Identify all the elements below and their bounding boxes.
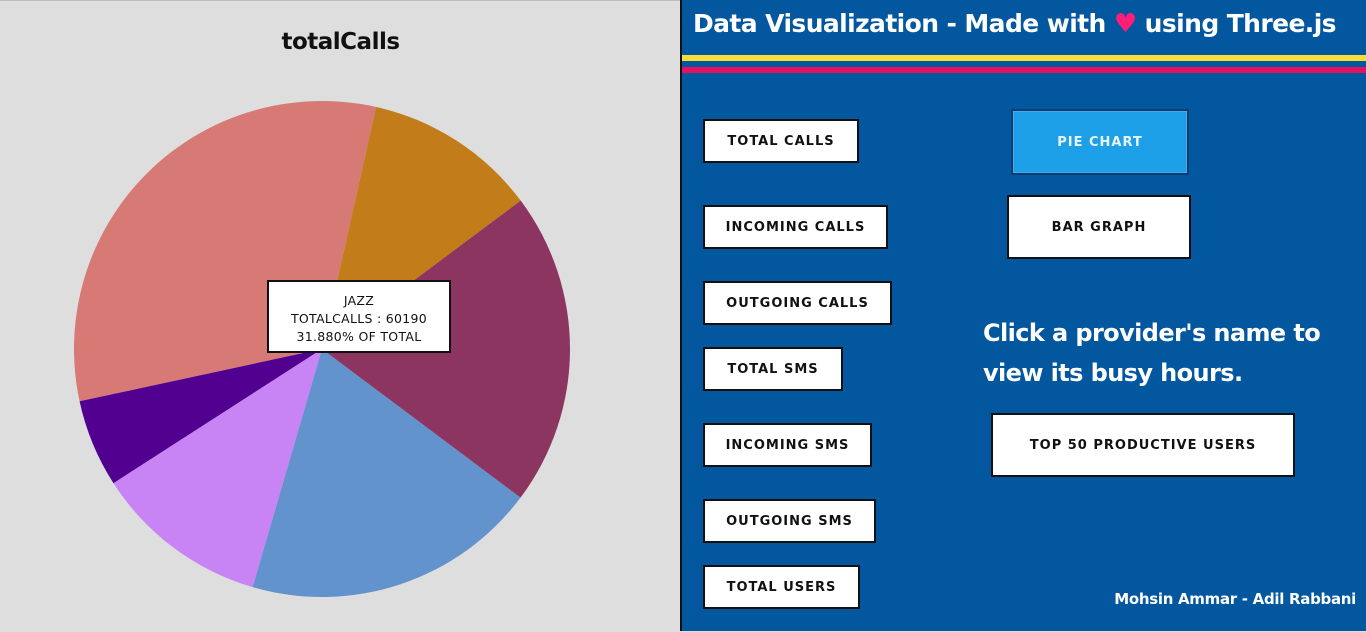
instruction-text: Click a provider's name to view its busy… <box>983 319 1321 387</box>
outgoing-sms-button[interactable]: Outgoing SMS <box>703 499 876 543</box>
chart-panel: totalCalls JAZZ TOTALCALLS : 60190 31.88… <box>0 0 681 631</box>
control-panel: Data Visualization - Made with ♥ using T… <box>682 0 1366 631</box>
outgoing-calls-button[interactable]: Outgoing Calls <box>703 281 892 325</box>
pie-slice[interactable] <box>252 349 521 597</box>
pie-slice[interactable] <box>79 349 322 484</box>
yellow-stripe <box>682 55 1366 61</box>
bar-graph-button[interactable]: Bar Graph <box>1007 195 1191 259</box>
tooltip-value: TOTALCALLS : 60190 <box>290 311 428 326</box>
chart-tooltip: JAZZ TOTALCALLS : 60190 31.880% OF TOTAL <box>267 280 451 353</box>
tooltip-percent: 31.880% OF TOTAL <box>296 329 422 344</box>
heart-icon: ♥ <box>1113 9 1137 39</box>
chart-title: totalCalls <box>281 29 400 55</box>
title-text-before: Data Visualization - Made with <box>693 9 1106 38</box>
pink-stripe <box>682 67 1366 73</box>
total-sms-button[interactable]: Total SMS <box>703 347 843 391</box>
top-users-button[interactable]: Top 50 Productive Users <box>991 413 1295 477</box>
pie-slice[interactable] <box>113 349 322 588</box>
page-title: Data Visualization - Made with ♥ using T… <box>693 9 1337 39</box>
incoming-sms-button[interactable]: Incoming SMS <box>703 423 872 467</box>
panel-divider <box>680 0 682 631</box>
credits: Mohsin Ammar - Adil Rabbani <box>1114 590 1356 608</box>
total-users-button[interactable]: Total Users <box>703 565 860 609</box>
total-calls-button[interactable]: Total Calls <box>703 119 859 163</box>
incoming-calls-button[interactable]: Incoming Calls <box>703 205 888 249</box>
pie-chart-button[interactable]: Pie Chart <box>1011 109 1189 175</box>
title-text-after: using Three.js <box>1144 9 1337 38</box>
tooltip-provider: JAZZ <box>343 293 375 308</box>
